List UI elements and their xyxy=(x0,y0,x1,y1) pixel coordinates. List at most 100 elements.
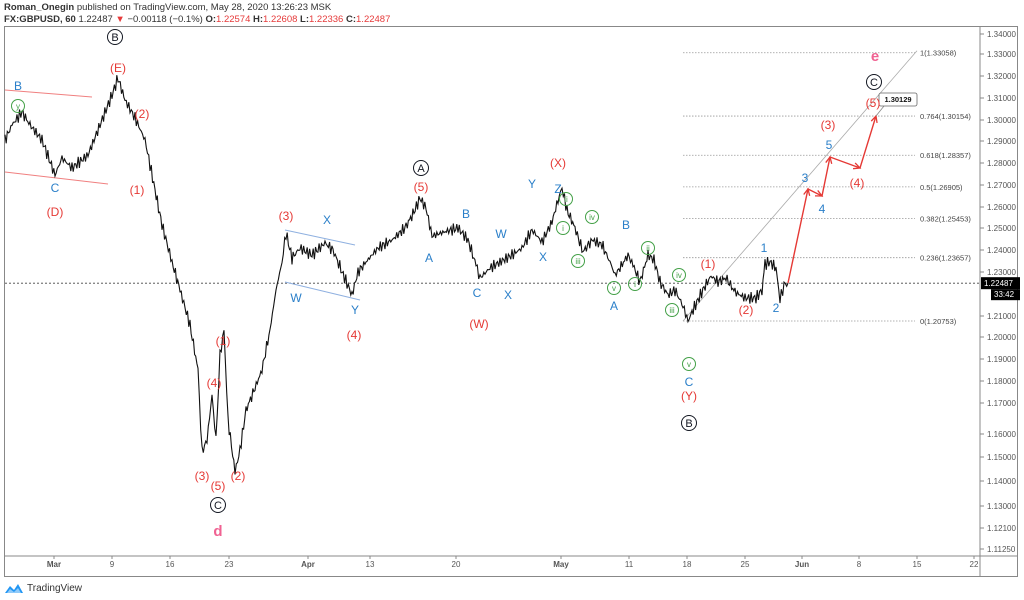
wave-label[interactable]: X xyxy=(323,213,331,227)
wave-label[interactable]: iv xyxy=(585,210,599,224)
wave-label[interactable]: (1) xyxy=(701,257,716,271)
wave-label[interactable]: iv xyxy=(672,268,686,282)
wave-label[interactable]: iii xyxy=(571,254,585,268)
wave-label[interactable]: d xyxy=(213,523,222,540)
wave-label[interactable]: X xyxy=(539,250,547,264)
wave-label[interactable]: ii xyxy=(641,241,655,255)
fib-level[interactable]: 0.382(1.25453) xyxy=(683,215,971,224)
svg-text:(1): (1) xyxy=(130,183,145,197)
svg-text:Z: Z xyxy=(554,182,561,196)
wave-label[interactable]: (3) xyxy=(195,469,210,483)
x-tick: May xyxy=(553,556,569,569)
wave-label[interactable]: 5 xyxy=(826,138,833,152)
wave-label[interactable]: B xyxy=(14,79,22,93)
tradingview-logo[interactable]: TradingView xyxy=(4,582,82,594)
wave-label[interactable]: v xyxy=(607,281,621,295)
svg-text:(5): (5) xyxy=(414,180,429,194)
wave-label[interactable]: (2) xyxy=(135,107,150,121)
svg-text:0.5(1.26905): 0.5(1.26905) xyxy=(920,183,963,192)
wave-label[interactable]: 1 xyxy=(761,241,768,255)
wave-label[interactable]: Y xyxy=(351,303,359,317)
wave-label[interactable]: Z xyxy=(554,182,561,196)
wave-label[interactable]: B xyxy=(622,218,630,232)
fib-level[interactable]: 0.618(1.28357) xyxy=(683,151,971,160)
y-tick: 1.23000 xyxy=(980,268,1016,277)
wave-label[interactable]: e xyxy=(871,48,879,65)
wave-label[interactable]: (1) xyxy=(130,183,145,197)
fib-level[interactable]: 0(1.20753) xyxy=(683,317,957,326)
target-price-callout[interactable]: 1.30129 xyxy=(875,92,918,117)
fib-trendline[interactable] xyxy=(682,50,918,322)
wave-label[interactable]: (E) xyxy=(110,61,126,75)
wave-label[interactable]: (5) xyxy=(414,180,429,194)
wave-label[interactable]: A xyxy=(425,251,433,265)
wave-label[interactable]: (4) xyxy=(850,176,865,190)
wave-label[interactable]: iii xyxy=(665,303,679,317)
symbol-label[interactable]: FX:GBPUSD, 60 xyxy=(4,14,76,25)
wave-label[interactable]: (3) xyxy=(279,209,294,223)
projection-path[interactable] xyxy=(787,115,877,284)
author-name[interactable]: Roman_Onegin xyxy=(4,2,75,13)
wave-label[interactable]: B xyxy=(107,29,123,45)
wave-label[interactable]: A xyxy=(413,160,429,176)
wave-label[interactable]: 4 xyxy=(819,202,826,216)
close-value: 1.22487 xyxy=(356,14,391,25)
wave-label[interactable]: C xyxy=(210,497,226,513)
wxy-channel-upper[interactable] xyxy=(284,229,356,246)
fib-level[interactable]: 0.236(1.23657) xyxy=(683,254,971,263)
wave-label[interactable]: (2) xyxy=(231,469,246,483)
svg-text:d: d xyxy=(213,523,222,540)
wave-label[interactable]: (4) xyxy=(347,328,362,342)
svg-text:i: i xyxy=(634,280,636,289)
svg-text:A: A xyxy=(417,163,425,175)
wave-label[interactable]: (5) xyxy=(211,479,226,493)
wave-label[interactable]: (D) xyxy=(47,205,64,219)
arrow-head-icon xyxy=(825,155,833,164)
wave-label[interactable]: (3) xyxy=(821,118,836,132)
wave-label[interactable]: B xyxy=(681,415,697,431)
wave-label[interactable]: y xyxy=(11,99,25,113)
wave-label[interactable]: C xyxy=(51,181,60,195)
channel-line-lower[interactable] xyxy=(4,171,109,185)
channel-line-upper[interactable] xyxy=(4,89,93,98)
chart-frame[interactable] xyxy=(4,26,1018,577)
wave-label[interactable]: C xyxy=(685,375,694,389)
wxy-channel-lower[interactable] xyxy=(284,281,361,301)
wave-label[interactable]: (1) xyxy=(216,334,231,348)
price-series[interactable] xyxy=(4,75,789,475)
wave-label[interactable]: (Y) xyxy=(681,389,697,403)
wave-label[interactable]: (5) xyxy=(866,96,881,110)
close-label: C: xyxy=(345,14,357,25)
wave-label[interactable]: i xyxy=(556,221,570,235)
wave-label[interactable]: i xyxy=(628,277,642,291)
wave-label[interactable]: (X) xyxy=(550,156,566,170)
wave-label[interactable]: A xyxy=(610,299,618,313)
fib-level[interactable]: 0.5(1.26905) xyxy=(683,183,963,192)
wave-label[interactable]: (4) xyxy=(207,376,222,390)
wave-label[interactable]: (2) xyxy=(739,303,754,317)
wave-label[interactable]: X xyxy=(504,288,512,302)
x-tick: 15 xyxy=(913,556,922,569)
countdown-badge: 33:42 xyxy=(991,289,1020,301)
fib-level[interactable]: 1(1.33058) xyxy=(683,49,957,58)
wave-label[interactable]: 3 xyxy=(802,171,809,185)
svg-text:1.26000: 1.26000 xyxy=(987,203,1016,212)
svg-text:Y: Y xyxy=(351,303,359,317)
svg-text:1.12100: 1.12100 xyxy=(987,524,1016,533)
wave-label[interactable]: 2 xyxy=(773,301,780,315)
wave-label[interactable]: v xyxy=(682,357,696,371)
wave-label[interactable]: W xyxy=(495,227,507,241)
wave-label[interactable]: ii xyxy=(559,192,573,206)
arrow-head-icon xyxy=(852,162,862,170)
wave-label[interactable]: Y xyxy=(528,177,536,191)
y-tick: 1.12100 xyxy=(980,524,1016,533)
svg-text:1.25000: 1.25000 xyxy=(987,224,1016,233)
wave-label[interactable]: C xyxy=(473,286,482,300)
svg-text:(4): (4) xyxy=(850,176,865,190)
wave-label[interactable]: C xyxy=(866,74,882,90)
arrow-head-icon xyxy=(803,187,811,196)
wave-label[interactable]: B xyxy=(462,207,470,221)
wave-label[interactable]: W xyxy=(290,291,302,305)
wave-label[interactable]: (W) xyxy=(469,317,488,331)
